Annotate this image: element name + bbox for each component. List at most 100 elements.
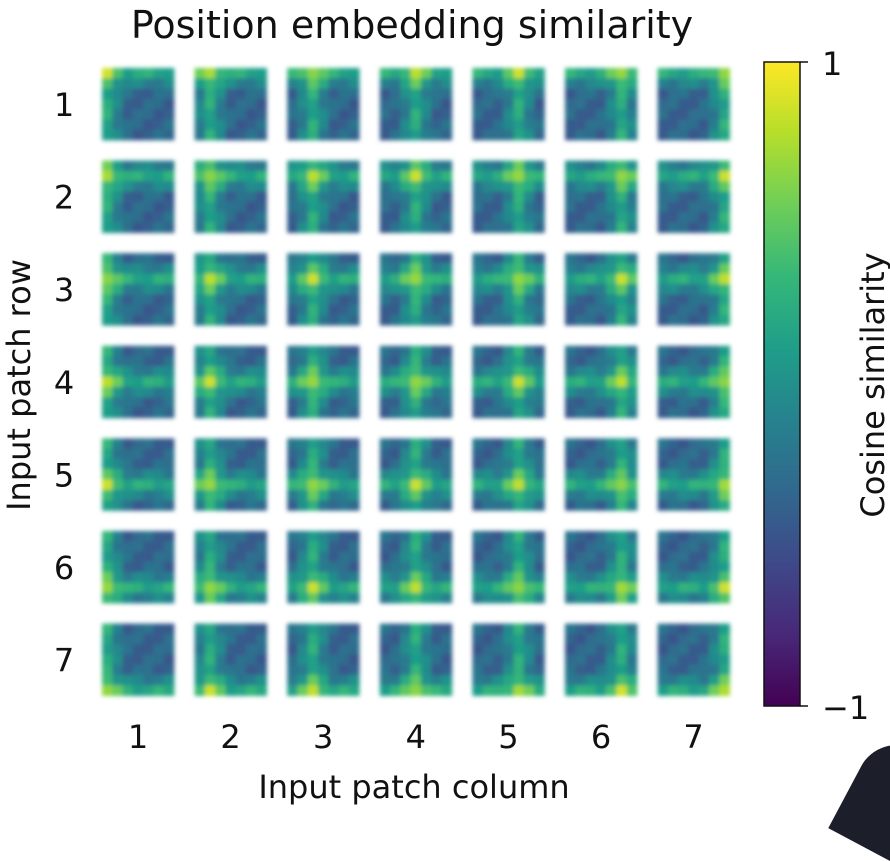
heatmap-cell bbox=[441, 263, 453, 275]
heatmap-cell bbox=[215, 664, 226, 676]
heatmap-cell bbox=[112, 181, 123, 192]
heatmap-cell bbox=[400, 531, 412, 542]
heatmap-cell bbox=[626, 78, 638, 89]
heatmap-cell bbox=[492, 654, 504, 666]
heatmap-cell bbox=[441, 345, 453, 357]
heatmap-cell bbox=[503, 191, 514, 203]
heatmap-cell bbox=[719, 407, 730, 419]
heatmap-cell bbox=[328, 438, 340, 450]
heatmap-cell bbox=[492, 623, 504, 635]
heatmap-cell bbox=[492, 294, 504, 306]
heatmap-cell bbox=[328, 201, 340, 213]
heatmap-cell bbox=[390, 253, 401, 264]
heatmap-cell bbox=[523, 664, 535, 676]
heatmap-cell bbox=[338, 376, 350, 388]
heatmap-cell bbox=[112, 376, 123, 388]
heatmap-cell bbox=[595, 294, 607, 306]
heatmap-cell bbox=[472, 592, 484, 604]
heatmap-cell bbox=[143, 284, 154, 295]
heatmap-cell bbox=[431, 397, 442, 408]
heatmap-cell bbox=[390, 88, 401, 100]
heatmap-cell bbox=[390, 78, 401, 89]
heatmap-cell bbox=[410, 551, 422, 563]
heatmap-cell bbox=[122, 623, 134, 635]
heatmap-cell bbox=[472, 623, 484, 635]
heatmap-cell bbox=[163, 345, 175, 357]
heatmap-cell bbox=[400, 572, 412, 583]
heatmap-cell bbox=[575, 294, 586, 306]
heatmap-cell bbox=[523, 88, 535, 100]
heatmap-cell bbox=[348, 376, 360, 388]
heatmap-cell bbox=[297, 78, 309, 89]
heatmap-cell bbox=[678, 356, 689, 367]
heatmap-cell bbox=[153, 479, 165, 491]
heatmap-cell bbox=[667, 623, 679, 635]
heatmap-cell bbox=[482, 572, 494, 583]
heatmap-cell bbox=[112, 675, 123, 686]
heatmap-cell bbox=[657, 531, 669, 542]
heatmap-cell bbox=[688, 644, 700, 655]
heatmap-cell bbox=[215, 273, 226, 285]
heatmap-cell bbox=[698, 633, 710, 645]
heatmap-cell bbox=[719, 78, 730, 89]
heatmap-cell bbox=[204, 664, 216, 676]
heatmap-cell bbox=[307, 78, 319, 89]
heatmap-cell bbox=[698, 644, 710, 655]
heatmap-cell bbox=[194, 263, 206, 275]
heatmap-cell bbox=[390, 212, 401, 223]
heatmap-cell bbox=[246, 572, 257, 583]
heatmap-cell bbox=[503, 633, 514, 645]
heatmap-cell bbox=[379, 623, 391, 635]
heatmap-cell bbox=[287, 561, 298, 573]
heatmap-cell bbox=[153, 170, 165, 182]
heatmap-cell bbox=[348, 273, 360, 285]
heatmap-cell bbox=[420, 109, 432, 120]
heatmap-cell bbox=[719, 685, 730, 696]
heatmap-cell bbox=[575, 98, 586, 110]
heatmap-cell bbox=[606, 438, 617, 450]
heatmap-cell bbox=[698, 572, 710, 583]
heatmap-cell bbox=[297, 633, 309, 645]
heatmap-cell bbox=[441, 438, 453, 450]
heatmap-cell bbox=[102, 68, 113, 79]
heatmap-cell bbox=[163, 314, 175, 326]
heatmap-cell bbox=[667, 304, 679, 316]
heatmap-cell bbox=[225, 438, 237, 450]
heatmap-cell bbox=[410, 685, 422, 696]
heatmap-cell bbox=[122, 284, 134, 295]
heatmap-cell bbox=[688, 222, 700, 233]
heatmap-cell bbox=[657, 633, 669, 645]
heatmap-cell bbox=[420, 407, 432, 419]
heatmap-cell bbox=[606, 160, 617, 172]
heatmap-cell bbox=[225, 551, 237, 563]
heatmap-cell bbox=[328, 644, 340, 655]
heatmap-cell bbox=[719, 592, 730, 604]
heatmap-cell bbox=[482, 448, 494, 460]
heatmap-cell bbox=[719, 531, 730, 542]
heatmap-cell bbox=[472, 500, 484, 511]
heatmap-cell bbox=[585, 366, 597, 378]
heatmap-cell bbox=[379, 68, 391, 79]
heatmap-cell bbox=[472, 98, 484, 110]
heatmap-cell bbox=[132, 479, 144, 491]
heatmap-tile-r5-c3 bbox=[287, 438, 360, 511]
heatmap-cell bbox=[698, 685, 710, 696]
heatmap-cell bbox=[678, 397, 689, 408]
heatmap-cell bbox=[112, 78, 123, 89]
heatmap-cell bbox=[698, 356, 710, 367]
heatmap-cell bbox=[709, 458, 720, 470]
heatmap-cell bbox=[194, 479, 206, 491]
heatmap-tile-r7-c7 bbox=[657, 623, 730, 696]
heatmap-cell bbox=[688, 366, 700, 378]
heatmap-cell bbox=[606, 366, 617, 378]
heatmap-cell bbox=[132, 68, 144, 79]
heatmap-cell bbox=[287, 109, 298, 120]
heatmap-cell bbox=[400, 181, 412, 192]
heatmap-cell bbox=[657, 664, 669, 676]
heatmap-cell bbox=[338, 397, 350, 408]
heatmap-cell bbox=[379, 314, 391, 326]
heatmap-cell bbox=[348, 181, 360, 192]
heatmap-cell bbox=[143, 479, 154, 491]
heatmap-cell bbox=[688, 345, 700, 357]
heatmap-cell bbox=[318, 407, 329, 419]
